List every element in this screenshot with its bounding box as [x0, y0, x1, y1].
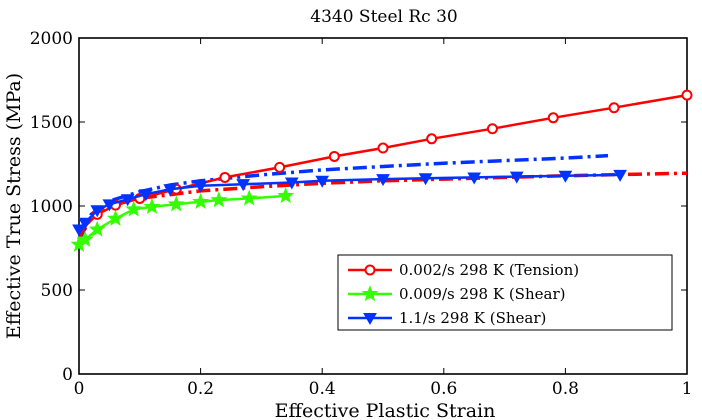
data-series [70, 89, 693, 252]
series-shear-0009 [70, 187, 295, 252]
data-point [315, 175, 330, 188]
legend-marker [363, 313, 377, 326]
x-tick-label: 0.4 [309, 379, 336, 399]
legend-box [337, 254, 673, 331]
legend-marker [361, 285, 379, 302]
legend-item: 0.002/s 298 K (Tension) [348, 261, 579, 279]
legend-item: 0.009/s 298 K (Shear) [348, 285, 565, 303]
data-point [426, 133, 438, 145]
data-point [376, 174, 390, 187]
data-point [139, 189, 153, 202]
y-tick-label: 1500 [30, 113, 73, 133]
legend: 0.002/s 298 K (Tension) 0.009/s 298 K (Sh… [337, 254, 673, 331]
data-point [467, 172, 482, 185]
x-axis-label: Effective Plastic Strain [275, 400, 496, 420]
legend-item: 1.1/s 298 K (Shear) [348, 309, 546, 327]
data-point [76, 230, 94, 247]
data-point [167, 195, 185, 212]
x-tick-label: 0.8 [552, 379, 579, 399]
data-point [90, 205, 105, 218]
data-point [547, 112, 559, 124]
legend-marker [364, 264, 376, 276]
data-point [328, 150, 340, 162]
legend-label: 1.1/s 298 K (Shear) [399, 309, 546, 327]
data-point [274, 161, 286, 173]
data-point [418, 173, 433, 186]
data-point [72, 224, 86, 237]
y-tick-label: 1000 [30, 197, 73, 217]
x-tick-label: 0.2 [187, 379, 214, 399]
data-point [284, 177, 299, 190]
data-point [486, 123, 498, 135]
data-point [193, 180, 208, 193]
data-point [143, 197, 161, 215]
y-axis-label: Effective True Stress (MPa) [3, 73, 25, 339]
y-tick-label: 500 [41, 281, 73, 301]
series-shear-11 [72, 169, 627, 237]
data-point [192, 192, 210, 210]
data-point [219, 171, 231, 183]
data-point [558, 170, 573, 183]
data-point [277, 187, 295, 204]
data-point [120, 194, 135, 207]
data-point [88, 220, 106, 237]
axis-ticks: 0 0.2 0.4 0.6 0.8 1 0 500 1000 1500 2000 [30, 29, 693, 399]
data-point [608, 102, 620, 114]
data-point [509, 171, 524, 184]
x-tick-label: 0.6 [430, 379, 457, 399]
data-point [78, 217, 92, 230]
data-point [377, 142, 389, 154]
data-point [163, 184, 178, 197]
data-point [236, 179, 251, 192]
data-point [106, 209, 124, 226]
y-tick-label: 2000 [30, 29, 73, 49]
legend-label: 0.009/s 298 K (Shear) [399, 285, 565, 303]
x-tick-label: 0 [74, 379, 85, 399]
data-point [125, 200, 143, 217]
data-point [102, 199, 117, 212]
data-point [681, 89, 693, 101]
data-point [613, 169, 627, 182]
chart-title: 4340 Steel Rc 30 [310, 7, 457, 27]
data-point [240, 189, 258, 206]
x-tick-label: 1 [682, 379, 693, 399]
legend-label: 0.002/s 298 K (Tension) [399, 261, 579, 279]
y-tick-label: 0 [62, 365, 73, 385]
data-point [210, 191, 228, 208]
